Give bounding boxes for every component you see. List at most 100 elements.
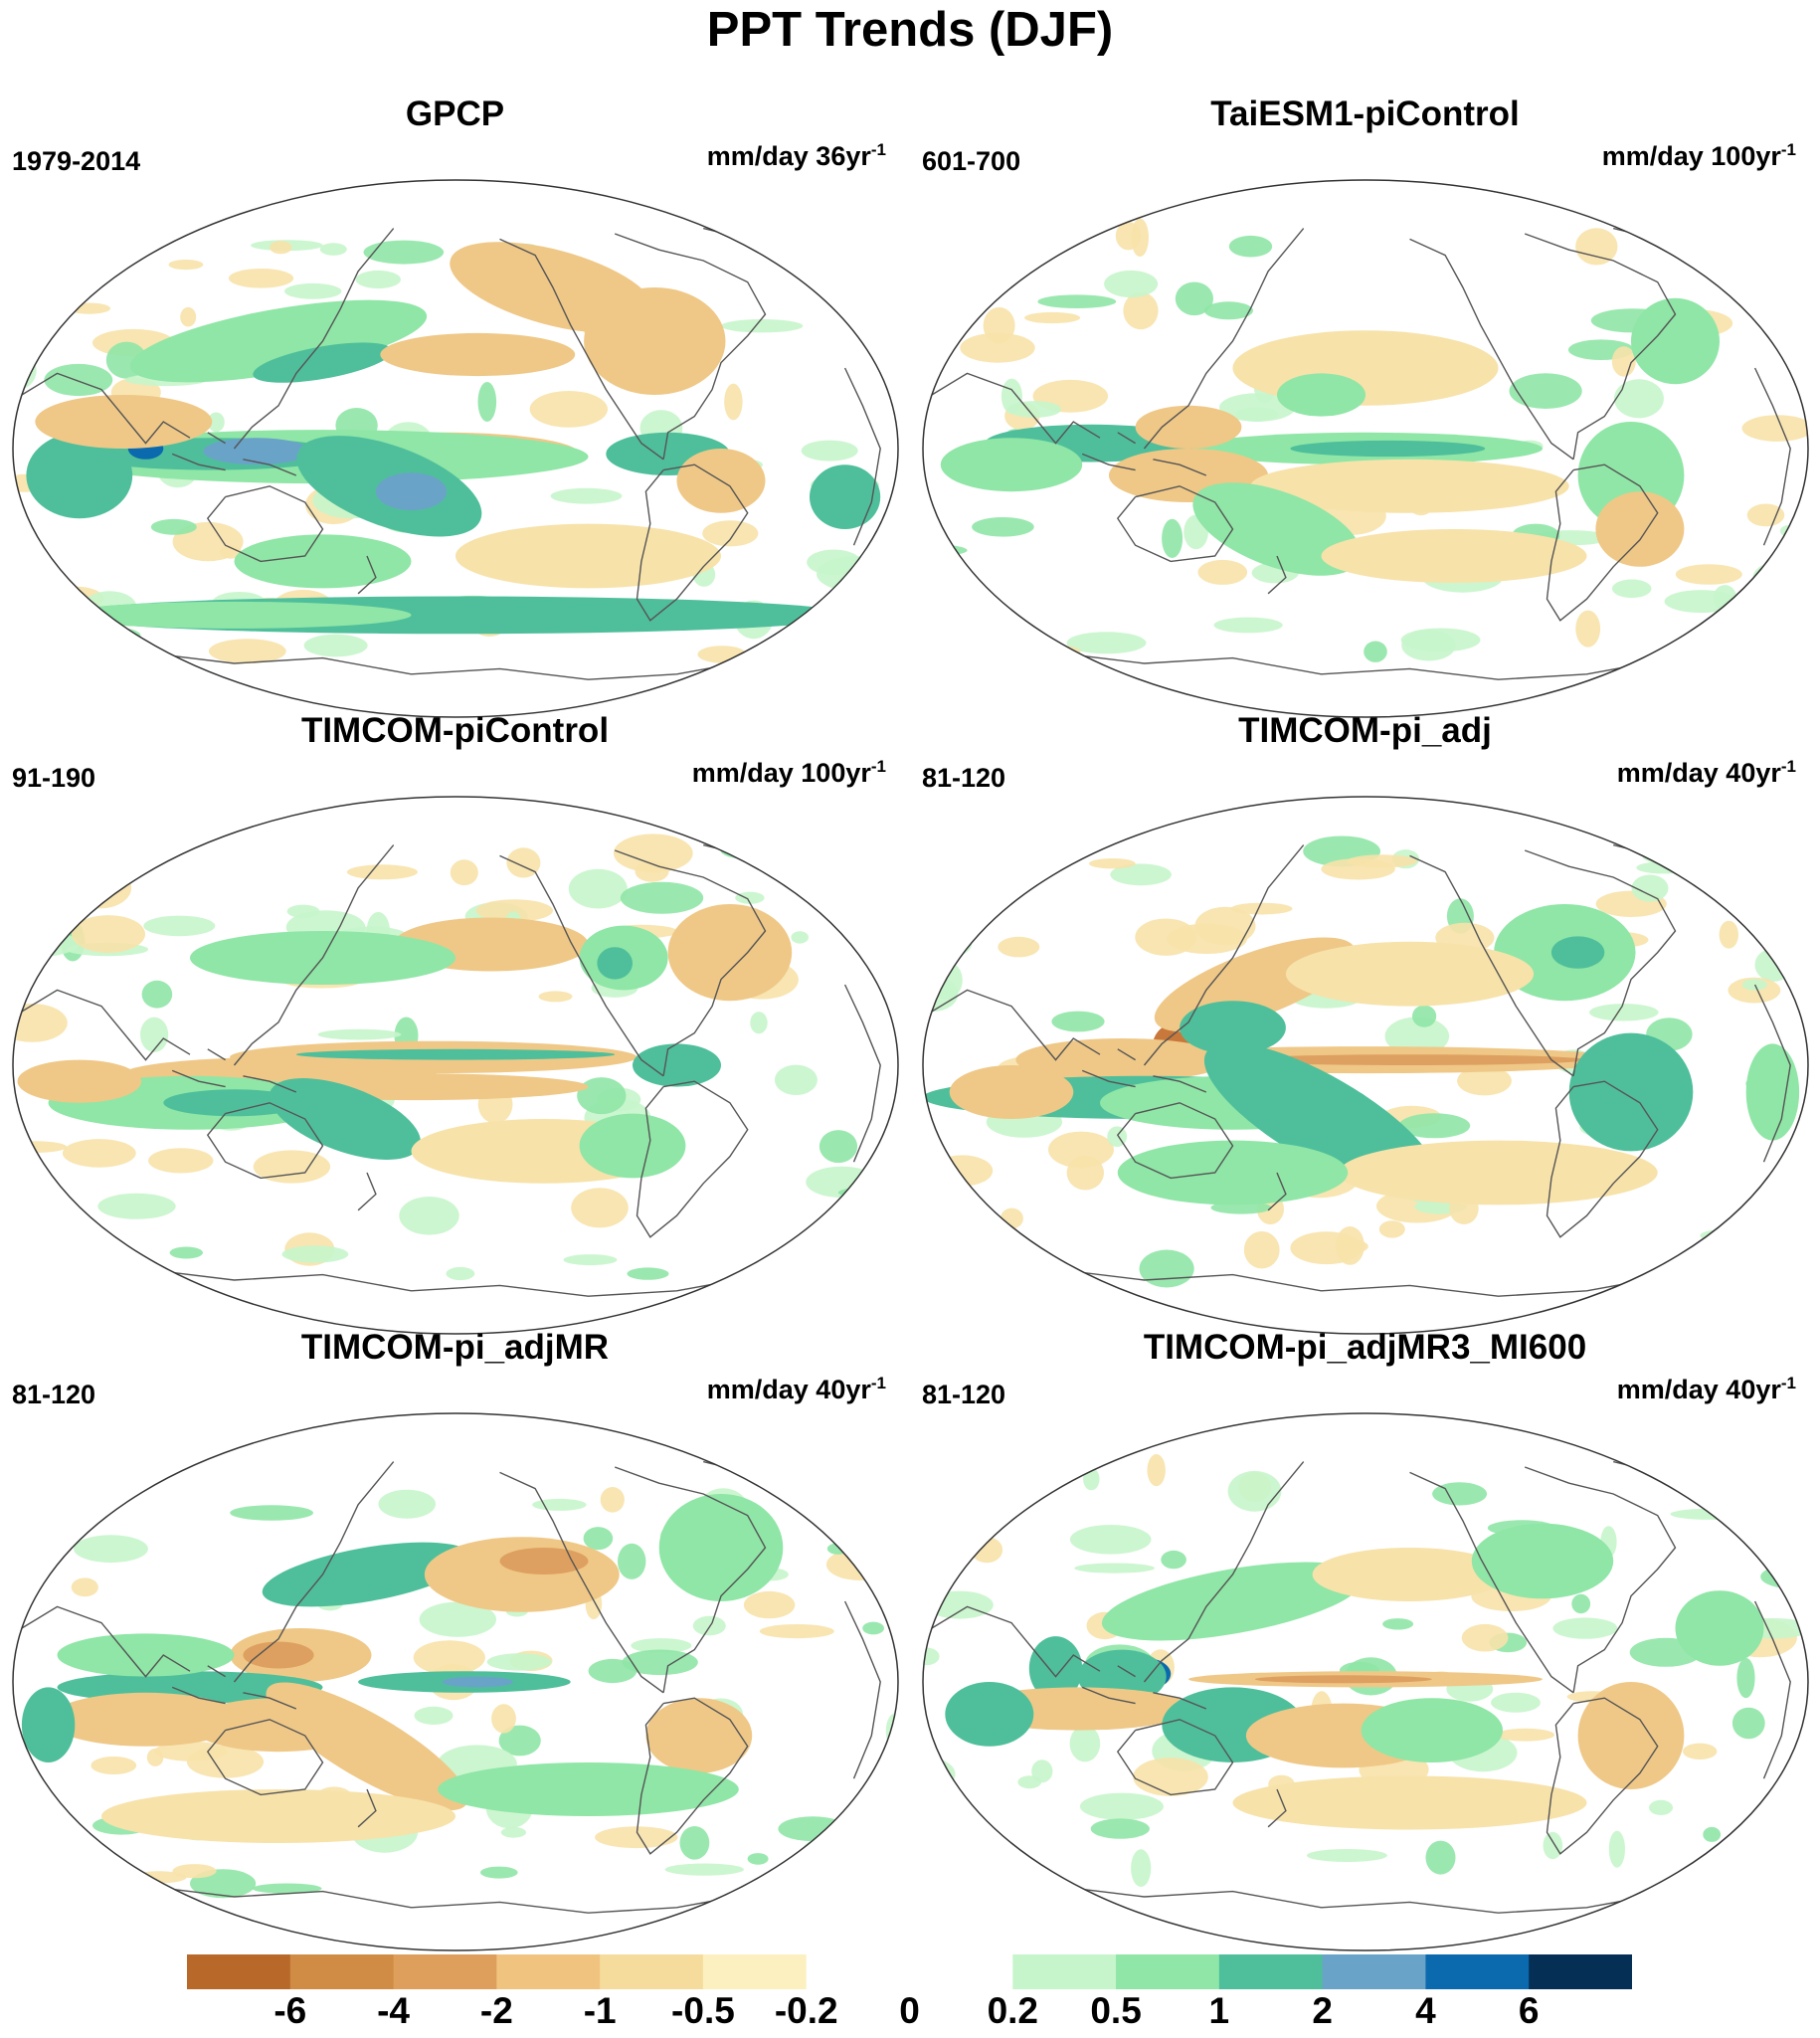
trend-patch — [1776, 1795, 1808, 1826]
coastline — [1409, 854, 1574, 1077]
panel-units: mm/day 100yr-1 — [1601, 140, 1796, 171]
trend-patch — [1110, 863, 1172, 886]
coastline — [206, 1719, 324, 1796]
trend-region — [1250, 459, 1569, 513]
trend-patch — [97, 1193, 176, 1219]
trend-region — [57, 1633, 235, 1677]
trend-patch — [446, 1266, 475, 1281]
trend-region — [1232, 1054, 1587, 1065]
colorbar-swatch — [1322, 1954, 1427, 1989]
trend-region — [1568, 1032, 1694, 1152]
coastline — [1153, 1692, 1207, 1710]
trend-patch — [450, 859, 478, 886]
trend-patch — [1228, 235, 1273, 258]
coastline — [1153, 1075, 1207, 1093]
trend-patch — [1741, 979, 1767, 991]
trend-patch — [62, 1139, 136, 1168]
trend-patch — [1104, 270, 1159, 298]
trend-patch — [864, 1257, 898, 1281]
colorbar-swatch — [1116, 1954, 1220, 1989]
trend-patch — [1642, 847, 1698, 865]
precip-trend-field — [13, 797, 898, 1334]
trend-region — [1675, 1590, 1764, 1666]
map-panel-timcom-pi-adjmr3-mi600: TIMCOM-pi_adjMR3_MI600 81-120 mm/day 40y… — [910, 1328, 1820, 1951]
trend-patch — [1090, 1818, 1150, 1839]
coastline — [614, 233, 767, 460]
trend-patch — [1378, 1220, 1405, 1238]
trend-patch — [477, 382, 497, 422]
trend-region — [455, 523, 721, 589]
map-boundary — [12, 1412, 899, 1951]
coastline — [357, 555, 377, 595]
trend-region — [380, 332, 576, 377]
trend-patch — [1575, 610, 1601, 648]
trend-patch — [1089, 858, 1136, 869]
trend-patch — [480, 1866, 518, 1879]
precip-trend-field — [13, 1413, 898, 1950]
panel-period: 1979-2014 — [12, 146, 141, 176]
coastline — [206, 485, 324, 563]
trend-patch — [270, 241, 292, 255]
coastline — [1524, 849, 1677, 1076]
colorbar-tick-label: -0.5 — [671, 1990, 735, 2031]
trend-patch — [1771, 1241, 1795, 1270]
trend-patch — [150, 518, 197, 535]
trend-region — [579, 1113, 686, 1179]
trend-patch — [923, 308, 971, 320]
trend-patch — [819, 1130, 858, 1164]
world-map-taiesm1 — [922, 179, 1809, 718]
trend-patch — [172, 1864, 217, 1879]
trend-region — [1312, 1548, 1508, 1601]
trend-patch — [702, 520, 759, 547]
trend-patch — [1741, 415, 1808, 442]
world-map-timcom-pi-adj — [922, 796, 1809, 1335]
panel-period: 81-120 — [12, 1380, 96, 1409]
trend-patch — [363, 240, 445, 265]
coastline — [1081, 1686, 1136, 1705]
trend-patch — [346, 864, 418, 880]
panel-units: mm/day 40yr-1 — [1616, 757, 1796, 788]
trend-patch — [1491, 1692, 1541, 1713]
coastline — [21, 1605, 191, 1678]
trend-region — [203, 438, 310, 465]
trend-patch — [13, 1211, 70, 1251]
trend-region — [1254, 1675, 1432, 1684]
coastline — [171, 1069, 226, 1088]
trend-patch — [1382, 1618, 1414, 1630]
coastline — [1055, 1268, 1676, 1297]
trend-region — [1361, 1698, 1503, 1762]
coastline — [931, 1605, 1101, 1678]
colorbar-tick-label: 4 — [1415, 1990, 1436, 2031]
coastline — [1267, 1788, 1287, 1828]
map-panel-taiesm1-picontrol: TaiESM1-piControl 601-700 mm/day 100yr-1 — [910, 94, 1820, 718]
coastline — [636, 1080, 749, 1238]
coastline — [1143, 844, 1305, 1066]
trend-region — [1028, 1636, 1083, 1701]
map-boundary — [922, 796, 1809, 1335]
coastline — [1055, 651, 1676, 680]
trend-region — [295, 1048, 616, 1060]
trend-patch — [1203, 301, 1253, 320]
colorbar-tick-label: 0.2 — [987, 1990, 1038, 2031]
coastline — [207, 1665, 226, 1678]
trend-patch — [284, 282, 342, 299]
trend-patch — [1227, 1470, 1282, 1512]
trend-patch — [1306, 1849, 1387, 1862]
trend-patch — [1000, 1207, 1023, 1229]
trend-patch — [140, 1017, 169, 1052]
trend-patch — [1161, 1550, 1186, 1570]
panel-period: 91-190 — [12, 763, 96, 793]
trend-patch — [1739, 1507, 1808, 1526]
coastline — [243, 1075, 297, 1093]
trend-patch — [1754, 948, 1793, 982]
trend-patch — [317, 1028, 402, 1040]
trend-patch — [945, 624, 977, 644]
trend-patch — [71, 1577, 98, 1597]
trend-region — [945, 1682, 1034, 1747]
trend-region — [262, 1542, 472, 1607]
colorbar-swatch — [806, 1954, 911, 1989]
colorbar-labels: -6 -4 -2 -1 -0.5 -0.2 0 0.2 0.5 1 2 4 6 — [0, 1990, 1820, 2038]
panel-units: mm/day 36yr-1 — [706, 140, 886, 171]
coastline — [171, 1686, 226, 1705]
trend-region — [129, 299, 428, 383]
